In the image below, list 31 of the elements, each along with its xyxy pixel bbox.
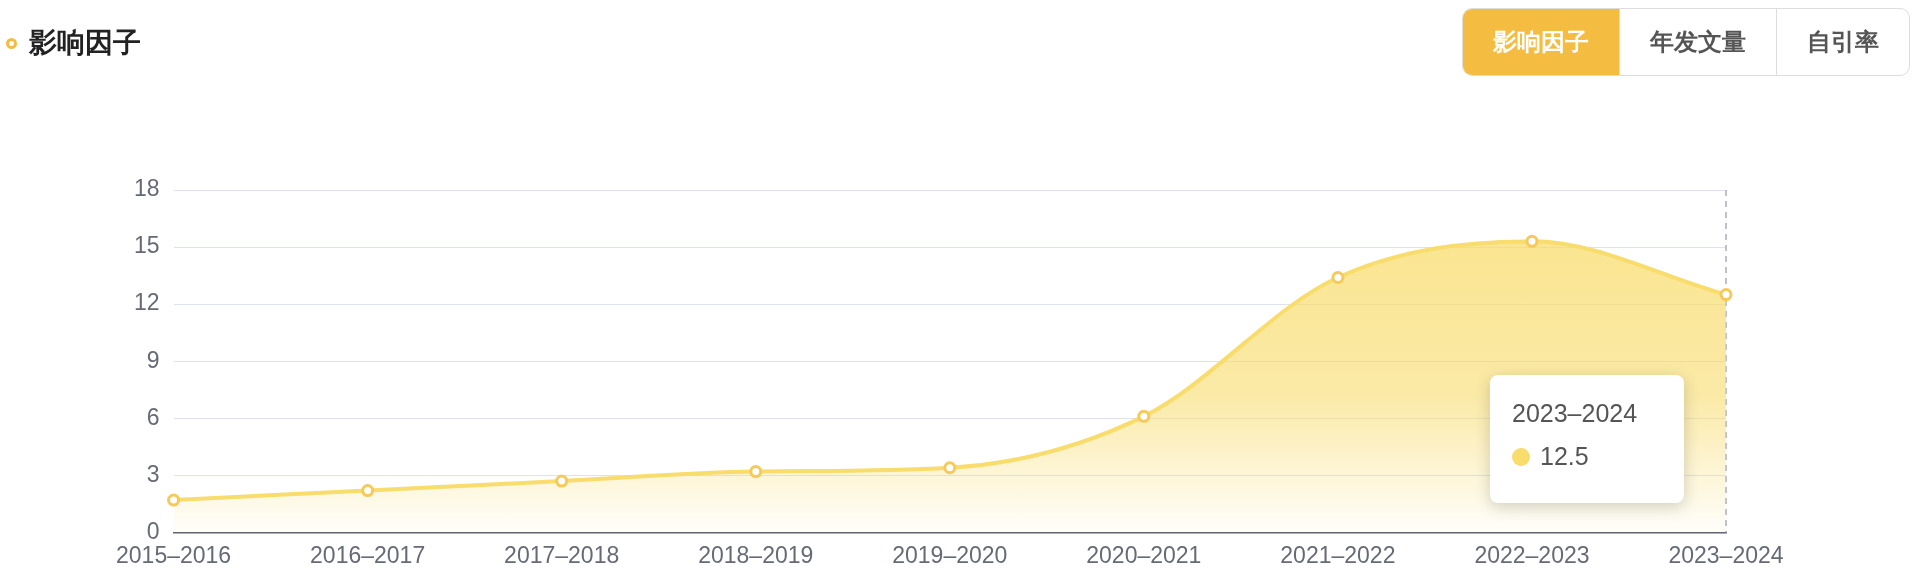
- point: [167, 493, 181, 507]
- annotation: 12.5: [1540, 442, 1589, 471]
- x-tick-label: 2021–2022: [1280, 541, 1396, 568]
- text: 自引率: [1776, 9, 1909, 75]
- y-tick-label: 18: [133, 175, 160, 202]
- point: [555, 474, 569, 488]
- y-tick-label: 3: [146, 460, 160, 487]
- point: [1719, 288, 1733, 302]
- text: 2023–2024: [1512, 399, 1638, 427]
- point: [1525, 234, 1539, 248]
- x-tick-label: 2017–2018: [504, 541, 620, 568]
- x-tick-label: 2023–2024: [1668, 541, 1784, 568]
- chart-title: 影响因子: [29, 27, 141, 58]
- point: [1137, 409, 1151, 423]
- point: [943, 461, 957, 475]
- y-tick-label: 0: [146, 517, 160, 544]
- y-tick-label: 6: [146, 403, 160, 430]
- x-tick-label: 2015–2016: [116, 541, 232, 568]
- x-tick-label: 2020–2021: [1086, 541, 1202, 568]
- y-tick-label: 9: [146, 346, 160, 373]
- x-tick-label: 2016–2017: [310, 541, 426, 568]
- point: [1331, 271, 1345, 284]
- x-tick-label: 2018–2019: [698, 541, 814, 568]
- x-tick-label: 2022–2023: [1474, 541, 1590, 568]
- chart-title: 影响因子: [1463, 9, 1619, 75]
- text: 年发文量: [1619, 9, 1776, 75]
- point: [749, 465, 763, 479]
- y-tick-label: 12: [133, 289, 160, 316]
- point: [361, 484, 375, 498]
- x-tick-label: 2019–2020: [892, 541, 1008, 568]
- y-tick-label: 15: [133, 232, 160, 259]
